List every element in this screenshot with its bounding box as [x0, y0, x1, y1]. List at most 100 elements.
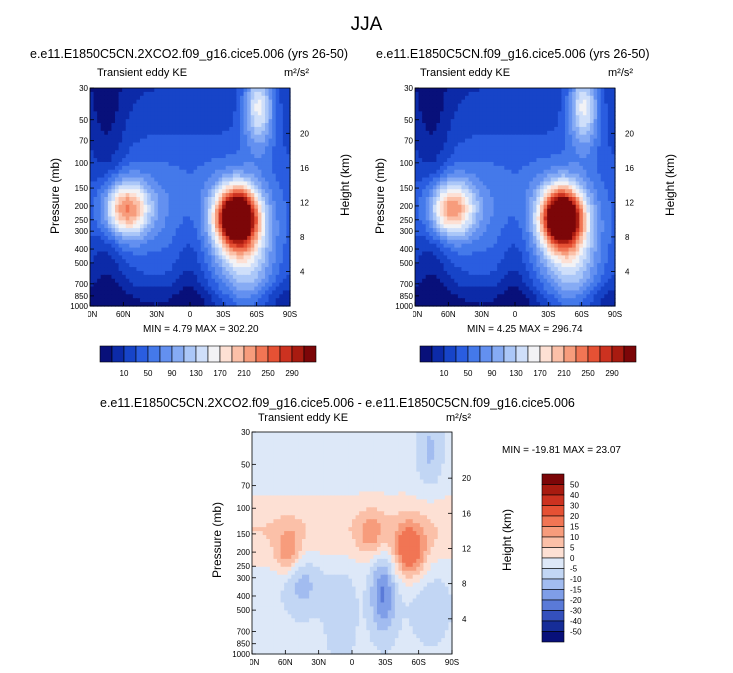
heatmap-cell [511, 111, 516, 116]
heatmap-cell [518, 177, 523, 183]
heatmap-cell [157, 220, 163, 225]
heatmap-cell [282, 95, 288, 101]
heatmap-cell [197, 169, 202, 175]
heatmap-cell [172, 123, 177, 128]
heatmap-cell [150, 251, 155, 256]
heatmap-cell [200, 107, 205, 112]
heatmap-cell [550, 193, 555, 198]
heatmap-cell [597, 126, 602, 132]
heatmap-cell [236, 99, 241, 105]
heatmap-cell [125, 251, 130, 256]
heatmap-cell [168, 228, 173, 233]
heatmap-cell [604, 126, 609, 132]
heatmap-cell [182, 204, 188, 210]
heatmap-cell [222, 270, 227, 276]
heatmap-cell [125, 150, 130, 155]
heatmap-cell [532, 204, 538, 210]
heatmap-cell [143, 267, 148, 272]
heatmap-cell [200, 165, 205, 171]
heatmap-cell [272, 302, 277, 307]
heatmap-cell [154, 177, 159, 183]
heatmap-cell [175, 243, 180, 249]
heatmap-cell [236, 111, 241, 116]
heatmap-cell [218, 232, 223, 237]
heatmap-cell [425, 193, 430, 198]
heatmap-cell [232, 91, 238, 97]
heatmap-cell [565, 134, 570, 140]
heatmap-cell [104, 235, 109, 241]
heatmap-cell [186, 251, 191, 256]
heatmap-cell [118, 95, 123, 101]
heatmap-cell [125, 165, 130, 171]
heatmap-cell [93, 142, 98, 147]
heatmap-cell [111, 150, 116, 155]
heatmap-cells [90, 88, 291, 307]
heatmap-cell [211, 294, 216, 299]
heatmap-cell [132, 270, 138, 276]
heatmap-cell [111, 290, 116, 295]
heatmap-cell [90, 115, 95, 120]
heatmap-cell [286, 204, 291, 210]
heatmap-cell [593, 130, 598, 136]
heatmap-cell [136, 255, 141, 260]
heatmap-cell [247, 290, 252, 295]
heatmap-cell [218, 243, 223, 249]
heatmap-cell [454, 173, 459, 179]
heatmap-cell [111, 274, 116, 280]
heatmap-cell [600, 154, 605, 159]
heatmap-cell [207, 103, 213, 109]
heatmap-cell [186, 189, 191, 194]
heatmap-cell [279, 103, 284, 109]
heatmap-cell [500, 95, 505, 101]
heatmap-cell [493, 193, 498, 198]
heatmap-cell [107, 235, 113, 241]
heatmap-cell [136, 197, 141, 202]
heatmap-cell [197, 142, 202, 147]
heatmap-cell [425, 126, 430, 132]
heatmap-cell [140, 282, 145, 288]
heatmap-cell [432, 150, 438, 155]
heatmap-cell [204, 259, 209, 264]
heatmap-cell [218, 267, 223, 272]
heatmap-cell [204, 161, 209, 167]
heatmap-cell [547, 193, 552, 198]
heatmap-cell [111, 302, 116, 307]
heatmap-cell [107, 212, 113, 218]
heatmap-cell [429, 154, 434, 159]
heatmap-cell [497, 130, 502, 136]
heatmap-cell [254, 193, 259, 198]
heatmap-cell [540, 158, 545, 163]
heatmap-cell [132, 119, 138, 124]
heatmap-cell [440, 123, 445, 128]
heatmap-cell [193, 220, 198, 225]
heatmap-cell [500, 99, 505, 105]
heatmap-cell [182, 278, 188, 284]
heatmap-cell [111, 200, 116, 206]
heatmap-cell [150, 130, 155, 136]
heatmap-cell [207, 294, 213, 299]
heatmap-cell [161, 161, 166, 167]
heatmap-cell [129, 103, 134, 109]
heatmap-cell [247, 134, 252, 140]
heatmap-cell [111, 169, 116, 175]
heatmap-cell [518, 115, 523, 120]
heatmap-cell [257, 228, 263, 233]
heatmap-cell [611, 134, 616, 140]
heatmap-cell [190, 235, 195, 241]
heatmap-cell [215, 282, 220, 288]
heatmap-cell [518, 208, 523, 214]
heatmap-cell [461, 173, 466, 179]
heatmap-cell [218, 88, 223, 93]
heatmap-cell [229, 158, 234, 163]
heatmap-cell [140, 161, 145, 167]
heatmap-cell [279, 263, 284, 268]
heatmap-cell [215, 161, 220, 167]
heatmap-cell [482, 200, 488, 206]
heatmap-cell [450, 134, 455, 140]
heatmap-cell [286, 91, 291, 97]
heatmap-cell [254, 204, 259, 210]
heatmap-cell [468, 111, 473, 116]
heatmap-cell [179, 302, 184, 307]
heatmap-cell [157, 212, 163, 218]
heatmap-cell [282, 259, 288, 264]
